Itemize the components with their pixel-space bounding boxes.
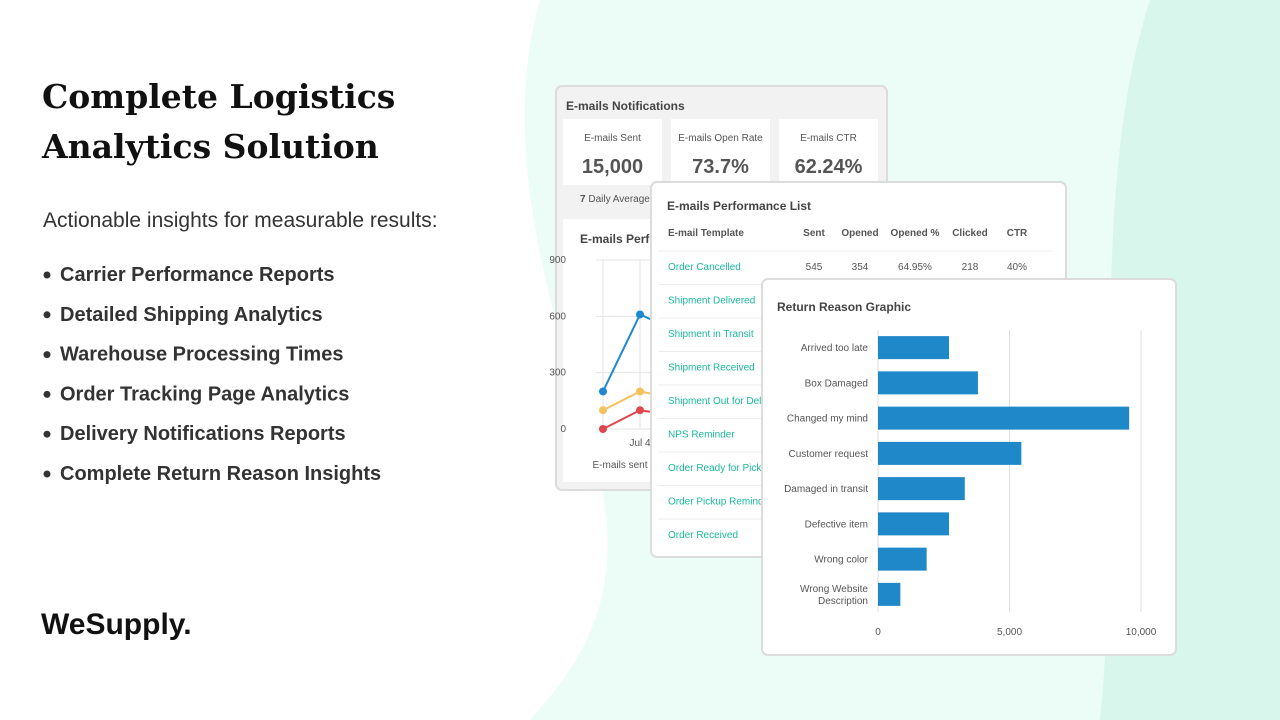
point (636, 406, 644, 415)
x-tick-label: Jul 4 (629, 438, 651, 449)
table-cell: 218 (962, 262, 979, 273)
bullet-dot (43, 470, 51, 478)
table-header: Clicked (952, 228, 988, 239)
card-title: E-mails Performance List (667, 199, 811, 213)
x-tick-label: 5,000 (997, 627, 1022, 638)
template-name: Order Ready for Picku (668, 463, 767, 474)
bar (878, 336, 950, 360)
subtitle: Actionable insights for measurable resul… (43, 209, 438, 232)
y-tick-label: Defective item (805, 519, 868, 530)
bullet-dot (43, 271, 51, 279)
template-name: Shipment Out for Deli (668, 396, 764, 407)
bullet: Warehouse Processing Times (60, 344, 343, 366)
bar (878, 406, 1130, 430)
point (599, 387, 607, 396)
chart-title: E-mails Perfo (580, 232, 657, 246)
template-name: Shipment Delivered (668, 296, 755, 307)
y-tick-label: Arrived too late (801, 343, 869, 354)
bar (878, 512, 950, 536)
headline: Analytics Solution (41, 127, 379, 166)
bullet-dot (43, 430, 51, 438)
y-tick-label: Customer request (789, 449, 869, 460)
bullet-dot (43, 311, 51, 319)
stat-label: E-mails Open Rate (678, 133, 763, 144)
legend-entry: E-mails sent (592, 460, 647, 471)
y-tick-label: Wrong Website Description (800, 584, 868, 607)
bullet: Order Tracking Page Analytics (60, 383, 349, 405)
x-tick-label: 10,000 (1126, 627, 1157, 638)
template-name: Order Received (668, 530, 738, 541)
bullet: Carrier Performance Reports (60, 264, 335, 286)
point (599, 425, 607, 433)
stat-box (563, 119, 662, 185)
table-header: Opened % (891, 228, 940, 239)
chart-title: Return Reason Graphic (777, 300, 911, 314)
table-header: E-mail Template (668, 228, 744, 239)
table-header: CTR (1007, 228, 1028, 239)
bullet: Delivery Notifications Reports (60, 423, 346, 445)
stat-label: E-mails CTR (800, 133, 857, 144)
y-tick-label: 600 (549, 311, 566, 322)
template-name: NPS Reminder (668, 430, 735, 441)
stat-value: 62.24% (795, 156, 863, 178)
stat-value: 73.7% (692, 156, 749, 178)
template-name: Shipment in Transit (668, 329, 754, 340)
y-tick-label: Wrong color (814, 555, 868, 566)
table-cell: 64.95% (898, 262, 932, 273)
point (636, 387, 644, 396)
headline: Complete Logistics (42, 77, 395, 116)
daily-label: Daily Average (588, 194, 650, 205)
stat-box (779, 119, 878, 185)
daily-average: 7 Daily Average (580, 194, 650, 205)
bullet: Complete Return Reason Insights (60, 463, 381, 485)
table-header: Sent (803, 228, 825, 239)
table-header: Opened (841, 228, 878, 239)
bullet-dot (43, 390, 51, 398)
logo: WeSupply. (41, 608, 192, 641)
bar (878, 477, 965, 501)
stat-label: E-mails Sent (584, 133, 641, 144)
stat-box (671, 119, 770, 185)
card (761, 278, 1177, 656)
card-title: E-mails Notifications (566, 99, 685, 113)
point (636, 310, 644, 319)
point (599, 406, 607, 415)
table-cell: 354 (852, 262, 869, 273)
stat-value: 15,000 (582, 156, 643, 178)
daily-count: 7 (580, 194, 586, 205)
bullet-dot (43, 351, 51, 359)
template-name: Order Pickup Remind (668, 497, 764, 508)
y-tick-label: 900 (549, 255, 566, 266)
table-cell: 545 (806, 262, 823, 273)
bar (878, 547, 927, 571)
bullet: Detailed Shipping Analytics (60, 304, 323, 326)
template-name: Shipment Received (668, 363, 755, 374)
y-tick-label: Damaged in transit (784, 484, 868, 495)
table-cell: 40% (1007, 262, 1027, 273)
y-tick-label: Changed my mind (787, 414, 868, 425)
bar (878, 371, 978, 395)
y-tick-label: Box Damaged (805, 378, 868, 389)
y-tick-label: 300 (549, 368, 566, 379)
bar (878, 441, 1022, 465)
x-tick-label: 0 (875, 627, 881, 638)
bar (878, 582, 901, 606)
template-name: Order Cancelled (668, 262, 741, 273)
y-tick-label: 0 (560, 424, 566, 435)
